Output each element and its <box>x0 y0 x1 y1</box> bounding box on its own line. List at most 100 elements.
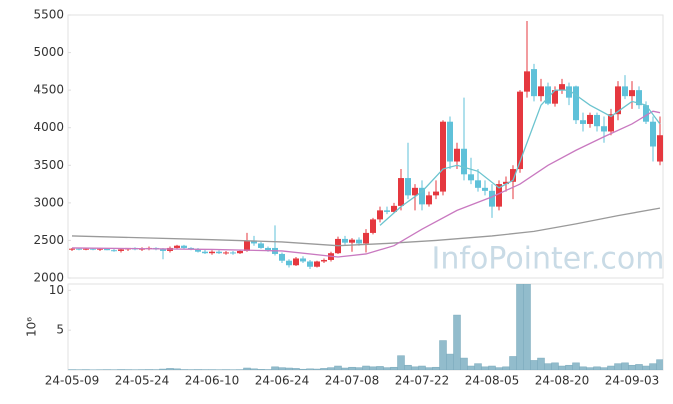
y-tick-label: 5500 <box>33 8 64 22</box>
volume-bar <box>580 367 587 370</box>
volume-bar <box>517 284 524 370</box>
volume-bar <box>552 363 559 370</box>
candle-body <box>531 69 537 96</box>
candle-body <box>230 252 236 253</box>
volume-bar <box>279 368 286 370</box>
candle-body <box>370 219 376 233</box>
x-tick-label: 24-05-24 <box>115 374 169 388</box>
volume-bar <box>391 367 398 370</box>
candle-body <box>384 210 390 212</box>
candle-body <box>468 174 474 180</box>
volume-bar <box>272 367 279 370</box>
volume-bar <box>608 366 615 370</box>
volume-bar <box>433 367 440 370</box>
volume-bar <box>398 356 405 370</box>
volume-bar <box>475 364 482 370</box>
candle-body <box>573 86 579 120</box>
volume-bar <box>258 369 265 370</box>
volume-bar <box>629 365 636 370</box>
candle-body <box>447 122 453 162</box>
volume-axis-label: 10⁶ <box>25 317 39 337</box>
volume-bar <box>349 367 356 370</box>
candle-body <box>475 180 481 188</box>
candle-body <box>265 248 271 250</box>
y-tick-label: 10 <box>49 283 64 297</box>
candle-body <box>559 84 565 90</box>
candle-body <box>118 249 124 251</box>
volume-bar <box>573 363 580 370</box>
volume-bar <box>496 368 503 370</box>
x-tick-label: 24-07-22 <box>395 374 449 388</box>
volume-bar <box>363 366 370 370</box>
candle-body <box>83 249 89 250</box>
volume-bar <box>531 360 538 370</box>
candle-body <box>342 239 348 243</box>
volume-bar <box>244 368 251 370</box>
candle-body <box>440 122 446 192</box>
y-tick-label: 5000 <box>33 45 64 59</box>
y-tick-label: 3000 <box>33 195 64 209</box>
volume-bar <box>419 366 426 370</box>
volume-bar <box>426 368 433 370</box>
candle-body <box>587 115 593 124</box>
x-tick-label: 24-09-03 <box>605 374 659 388</box>
volume-bar <box>405 365 412 370</box>
candle-body <box>398 178 404 206</box>
volume-bar <box>251 369 258 370</box>
volume-bar <box>636 364 643 370</box>
candle-body <box>300 258 306 261</box>
volume-bar <box>594 367 601 370</box>
volume-bar <box>601 368 608 370</box>
x-tick-label: 24-06-24 <box>255 374 309 388</box>
candle-body <box>160 249 166 251</box>
candle-body <box>622 86 628 96</box>
volume-bar <box>174 369 181 370</box>
volume-bar <box>335 366 342 370</box>
candle-body <box>237 251 243 253</box>
volume-bar <box>300 369 307 370</box>
candle-body <box>349 240 355 243</box>
volume-bar <box>321 368 328 370</box>
candle-body <box>223 252 229 253</box>
volume-bar <box>538 358 545 370</box>
candle-body <box>202 252 208 254</box>
candle-body <box>209 252 215 254</box>
volume-bar <box>461 358 468 370</box>
volume-bar <box>524 284 531 370</box>
candle-body <box>594 115 600 126</box>
candle-body <box>356 240 362 244</box>
volume-bar <box>503 367 510 370</box>
volume-bar <box>657 360 664 370</box>
candle-body <box>90 249 96 250</box>
volume-bar <box>559 366 566 370</box>
volume-bar <box>454 315 461 370</box>
x-tick-label: 24-06-10 <box>185 374 239 388</box>
x-tick-label: 24-05-09 <box>45 374 99 388</box>
candle-body <box>629 90 635 96</box>
volume-bar <box>314 369 321 370</box>
candle-body <box>314 261 320 266</box>
volume-bar <box>650 364 657 370</box>
volume-bars <box>69 284 664 370</box>
volume-bar <box>545 364 552 370</box>
y-tick-label: 5 <box>56 323 64 337</box>
candle-body <box>244 240 250 251</box>
volume-bar <box>440 341 447 370</box>
candle-body <box>279 254 285 261</box>
candle-body <box>111 250 117 251</box>
volume-bar <box>160 369 167 370</box>
volume-bar <box>370 367 377 370</box>
volume-bar <box>307 369 314 370</box>
volume-bar <box>293 368 300 370</box>
y-tick-label: 3500 <box>33 158 64 172</box>
candle-body <box>181 246 187 248</box>
watermark: InfoPointer.com <box>432 242 665 277</box>
candle-body <box>405 178 411 195</box>
candle-body <box>377 210 383 219</box>
candle-body <box>650 122 656 147</box>
volume-bar <box>587 368 594 370</box>
candle-body <box>363 233 369 244</box>
candle-body <box>307 261 313 266</box>
candle-body <box>293 258 299 265</box>
candle-body <box>489 191 495 207</box>
